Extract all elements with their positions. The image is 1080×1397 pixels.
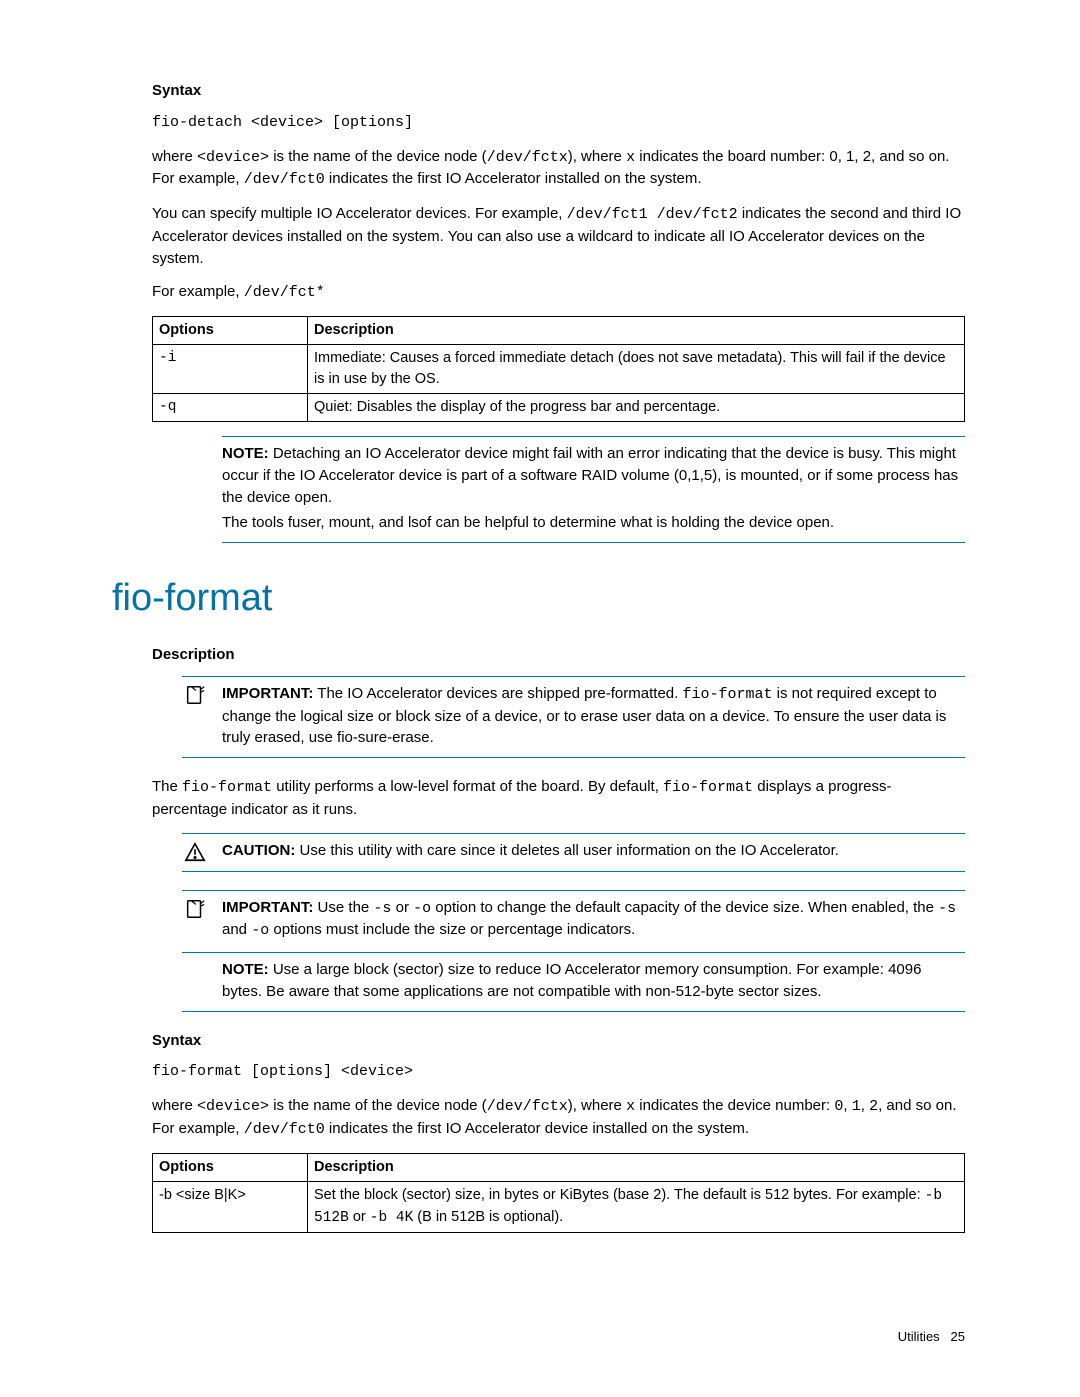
para-where-device: where <device> is the name of the device…	[152, 146, 965, 192]
syntax-code: fio-detach <device> [options]	[152, 112, 965, 134]
important-size-options: IMPORTANT: Use the -s or -o option to ch…	[182, 890, 965, 953]
desc-cell: Immediate: Causes a forced immediate det…	[308, 345, 965, 394]
footer-page-number: 25	[951, 1329, 965, 1344]
note-block-size: NOTE: Use a large block (sector) size to…	[182, 952, 965, 1012]
syntax-heading: Syntax	[152, 1030, 965, 1052]
page-footer: Utilities 25	[898, 1328, 965, 1347]
heading-fio-format: fio-format	[112, 571, 965, 626]
caution-icon	[182, 840, 208, 863]
footer-section: Utilities	[898, 1329, 940, 1344]
col-options: Options	[153, 1153, 308, 1181]
important-label: IMPORTANT:	[222, 899, 313, 916]
important-icon	[182, 897, 208, 920]
note-text-2: The tools fuser, mount, and lsof can be …	[222, 512, 965, 534]
syntax-heading: Syntax	[152, 80, 965, 102]
opt-cell: -i	[153, 345, 308, 394]
note-detach: NOTE: Detaching an IO Accelerator device…	[222, 436, 965, 543]
table-header-row: Options Description	[153, 1153, 965, 1181]
note-label: NOTE:	[222, 961, 269, 978]
caution-text: Use this utility with care since it dele…	[295, 842, 839, 859]
opt-cell: -b <size B|K>	[153, 1181, 308, 1232]
description-heading: Description	[152, 644, 965, 666]
note-label: NOTE:	[222, 445, 269, 462]
note-text: Detaching an IO Accelerator device might…	[222, 445, 958, 506]
col-description: Description	[308, 317, 965, 345]
options-table-format: Options Description -b <size B|K> Set th…	[152, 1153, 965, 1233]
important-icon	[182, 683, 208, 706]
para-multiple-devices: You can specify multiple IO Accelerator …	[152, 203, 965, 269]
table-row: -b <size B|K> Set the block (sector) siz…	[153, 1181, 965, 1232]
options-table-detach: Options Description -i Immediate: Causes…	[152, 316, 965, 422]
table-row: -i Immediate: Causes a forced immediate …	[153, 345, 965, 394]
col-options: Options	[153, 317, 308, 345]
important-label: IMPORTANT:	[222, 685, 313, 702]
note-text: Use a large block (sector) size to reduc…	[222, 961, 921, 1000]
desc-cell: Quiet: Disables the display of the progr…	[308, 394, 965, 422]
para-where-device-2: where <device> is the name of the device…	[152, 1095, 965, 1141]
opt-cell: -q	[153, 394, 308, 422]
syntax-code: fio-format [options] <device>	[152, 1061, 965, 1083]
table-row: -q Quiet: Disables the display of the pr…	[153, 394, 965, 422]
caution-label: CAUTION:	[222, 842, 295, 859]
desc-cell: Set the block (sector) size, in bytes or…	[308, 1181, 965, 1232]
para-fio-format-desc: The fio-format utility performs a low-le…	[152, 776, 965, 821]
table-header-row: Options Description	[153, 317, 965, 345]
para-wildcard-example: For example, /dev/fct*	[152, 281, 965, 304]
col-description: Description	[308, 1153, 965, 1181]
caution-block: CAUTION: Use this utility with care sinc…	[182, 833, 965, 872]
important-preformatted: IMPORTANT: The IO Accelerator devices ar…	[182, 676, 965, 758]
